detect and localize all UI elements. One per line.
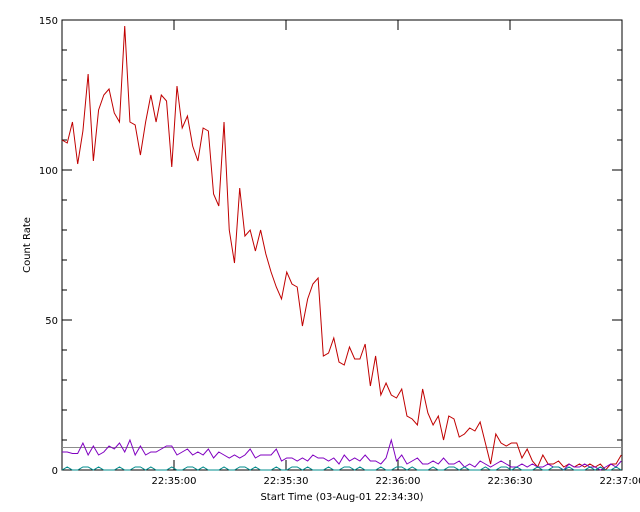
x-axis-label: Start Time (03-Aug-01 22:34:30)	[260, 492, 423, 503]
x-tick-label: 22:37:00	[600, 476, 640, 487]
x-tick-label: 22:36:30	[488, 476, 533, 487]
y-tick-label: 100	[39, 166, 58, 177]
plot-frame	[61, 19, 623, 471]
y-axis-label: Count Rate	[22, 217, 33, 273]
y-tick-label: 150	[39, 16, 58, 27]
y-tick-label: 50	[45, 316, 58, 327]
series-line	[61, 25, 622, 471]
x-tick-label: 22:36:00	[376, 476, 421, 487]
x-tick-label: 22:35:30	[264, 476, 309, 487]
series-line	[62, 438, 622, 471]
x-tick-label: 22:35:00	[152, 476, 197, 487]
y-tick-label: 0	[52, 466, 58, 477]
series-line	[61, 466, 622, 471]
